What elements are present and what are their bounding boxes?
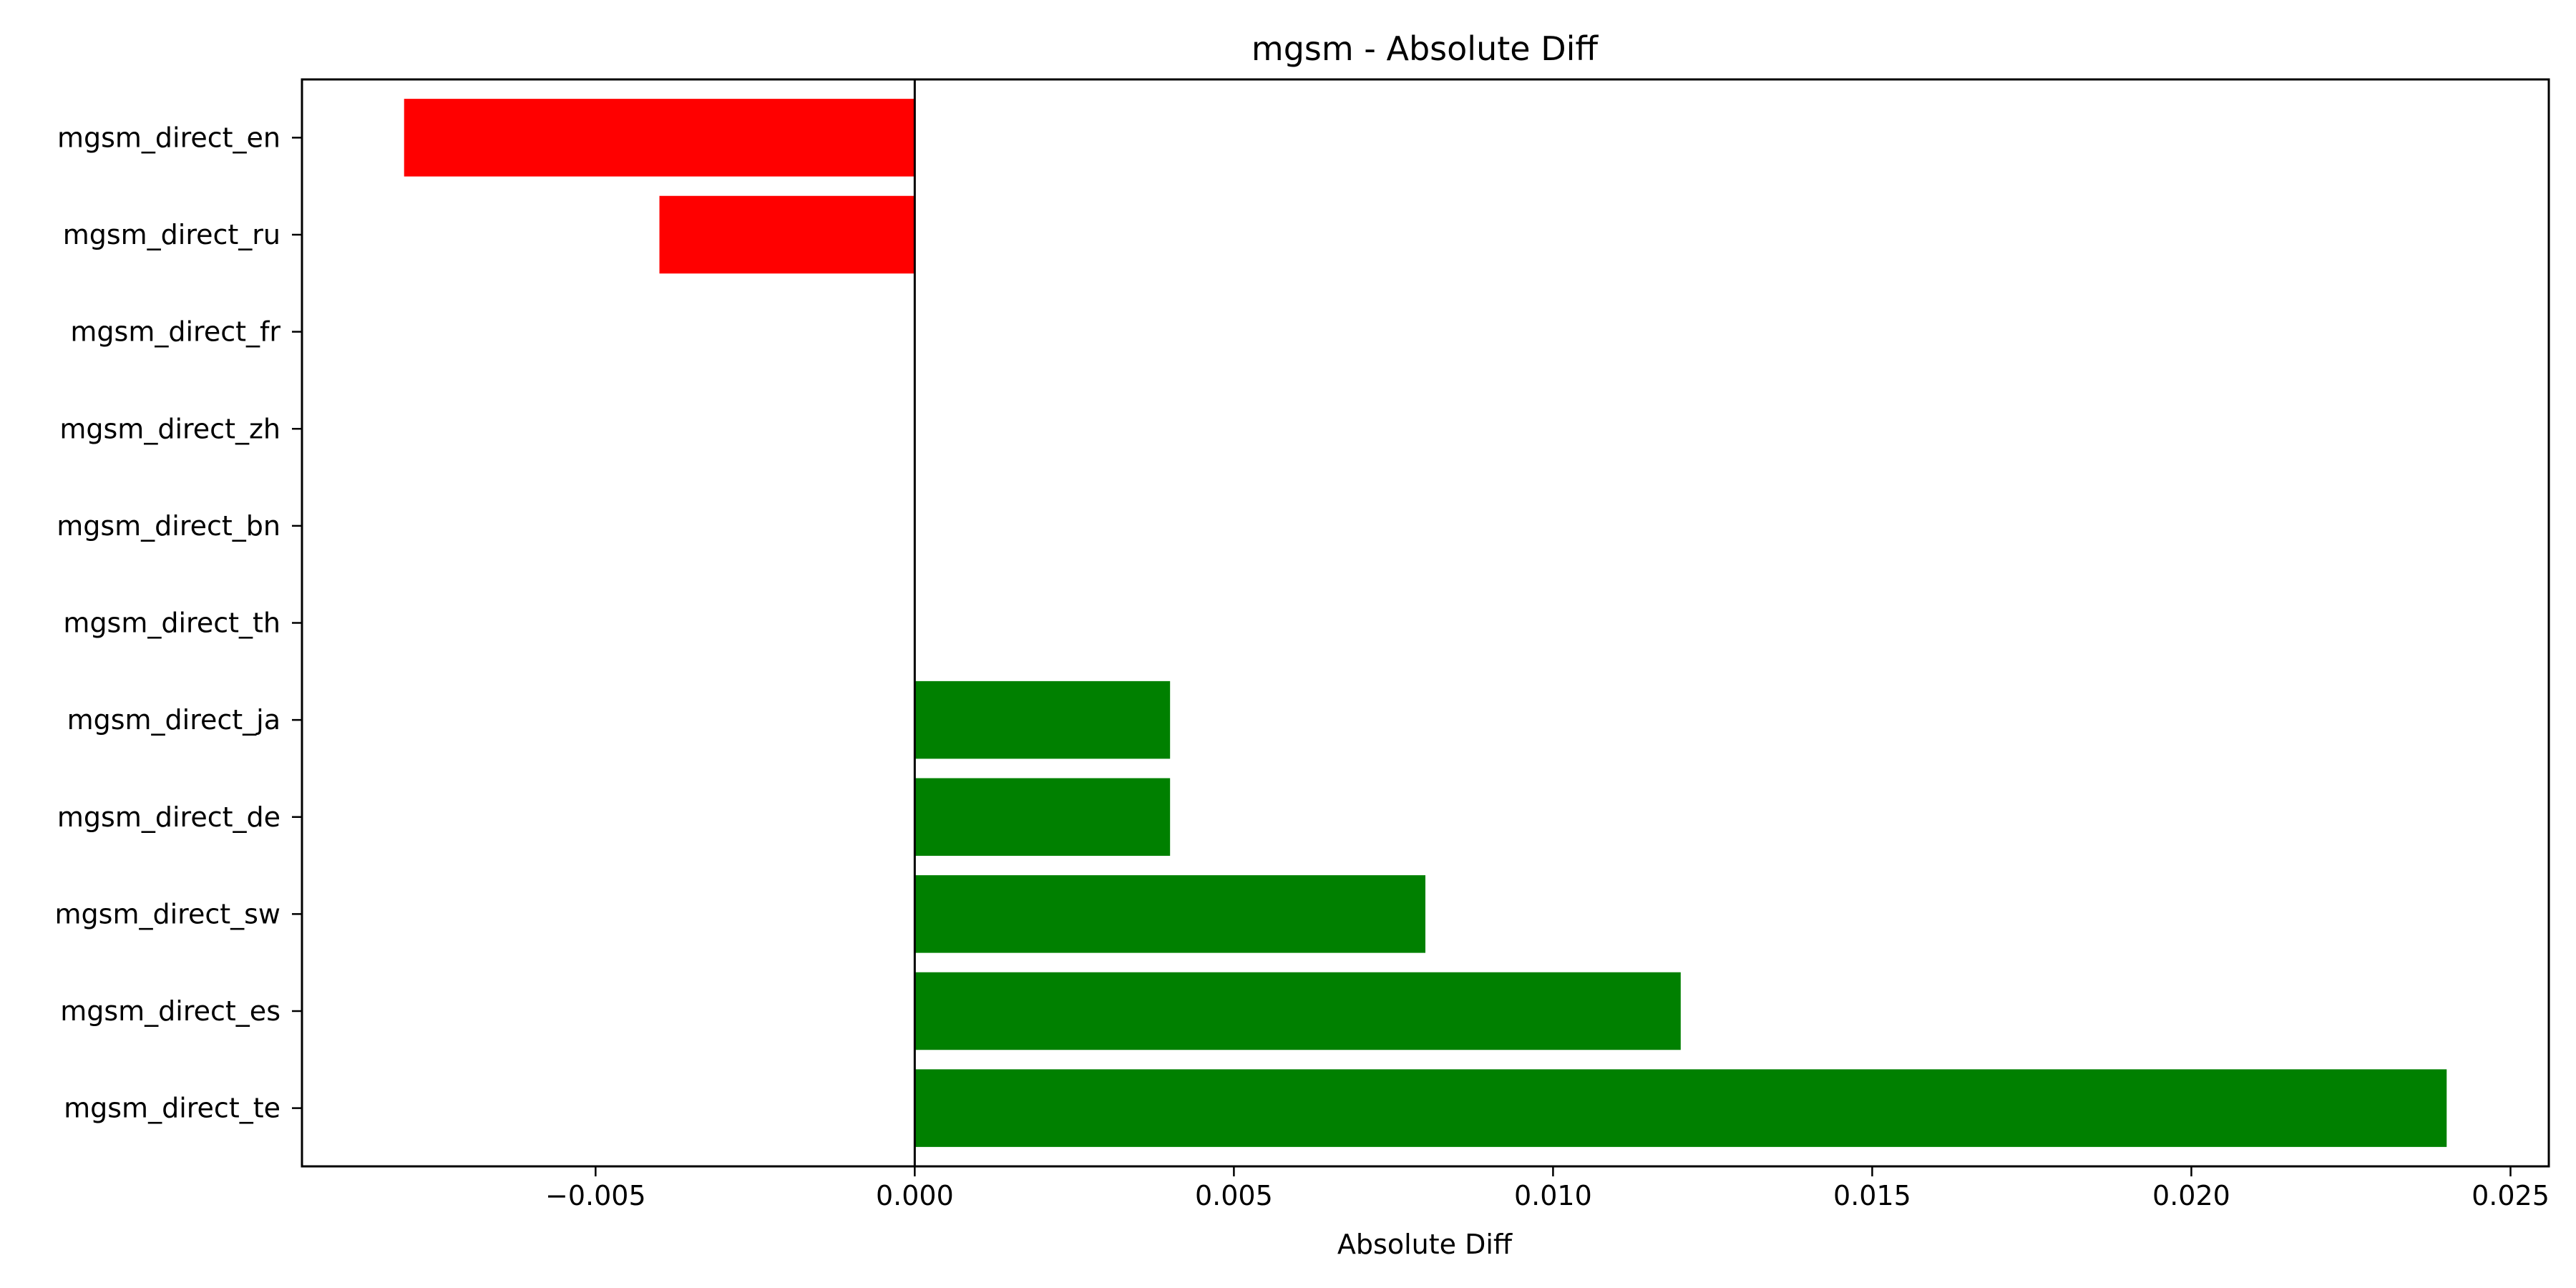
- bar-mgsm_direct_en: [404, 99, 915, 177]
- y-tick-label-mgsm_direct_bn: mgsm_direct_bn: [57, 510, 280, 542]
- y-tick-label-mgsm_direct_en: mgsm_direct_en: [57, 122, 280, 153]
- y-tick-label-mgsm_direct_th: mgsm_direct_th: [63, 608, 280, 639]
- y-tick-label-mgsm_direct_ja: mgsm_direct_ja: [67, 704, 280, 736]
- bar-mgsm_direct_es: [914, 972, 1681, 1050]
- x-axis-label: Absolute Diff: [1337, 1229, 1513, 1260]
- x-tick-label: 0.000: [876, 1180, 954, 1211]
- bar-mgsm_direct_sw: [914, 875, 1425, 953]
- y-tick-label-mgsm_direct_zh: mgsm_direct_zh: [59, 413, 280, 444]
- bar-mgsm_direct_ja: [914, 680, 1171, 759]
- x-tick-label: 0.020: [2152, 1180, 2230, 1211]
- y-tick-label-mgsm_direct_fr: mgsm_direct_fr: [70, 316, 280, 348]
- y-tick-label-mgsm_direct_sw: mgsm_direct_sw: [55, 898, 280, 930]
- x-tick-label: −0.005: [545, 1180, 646, 1211]
- plot-frame: [301, 78, 2550, 1168]
- chart-title: mgsm - Absolute Diff: [1252, 29, 1599, 68]
- y-tick-label-mgsm_direct_ru: mgsm_direct_ru: [63, 219, 280, 250]
- bar-mgsm_direct_de: [914, 778, 1171, 856]
- bar-mgsm_direct_ru: [659, 195, 915, 274]
- y-tick-label-mgsm_direct_es: mgsm_direct_es: [60, 995, 280, 1027]
- x-tick-label: 0.010: [1514, 1180, 1592, 1211]
- y-axis: mgsm_direct_en mgsm_direct_ru mgsm_direct_…: [55, 122, 302, 1124]
- bar-mgsm_direct_te: [914, 1069, 2447, 1147]
- x-tick-label: 0.015: [1833, 1180, 1911, 1211]
- x-tick-label: 0.005: [1195, 1180, 1273, 1211]
- bars-group: [404, 99, 2447, 1147]
- y-tick-label-mgsm_direct_de: mgsm_direct_de: [57, 801, 280, 833]
- x-tick-label: 0.025: [2472, 1180, 2550, 1211]
- y-tick-label-mgsm_direct_te: mgsm_direct_te: [64, 1093, 280, 1124]
- x-axis: −0.005 0.000 0.005 0.010 0.015 0.020 0.025: [545, 1166, 2550, 1211]
